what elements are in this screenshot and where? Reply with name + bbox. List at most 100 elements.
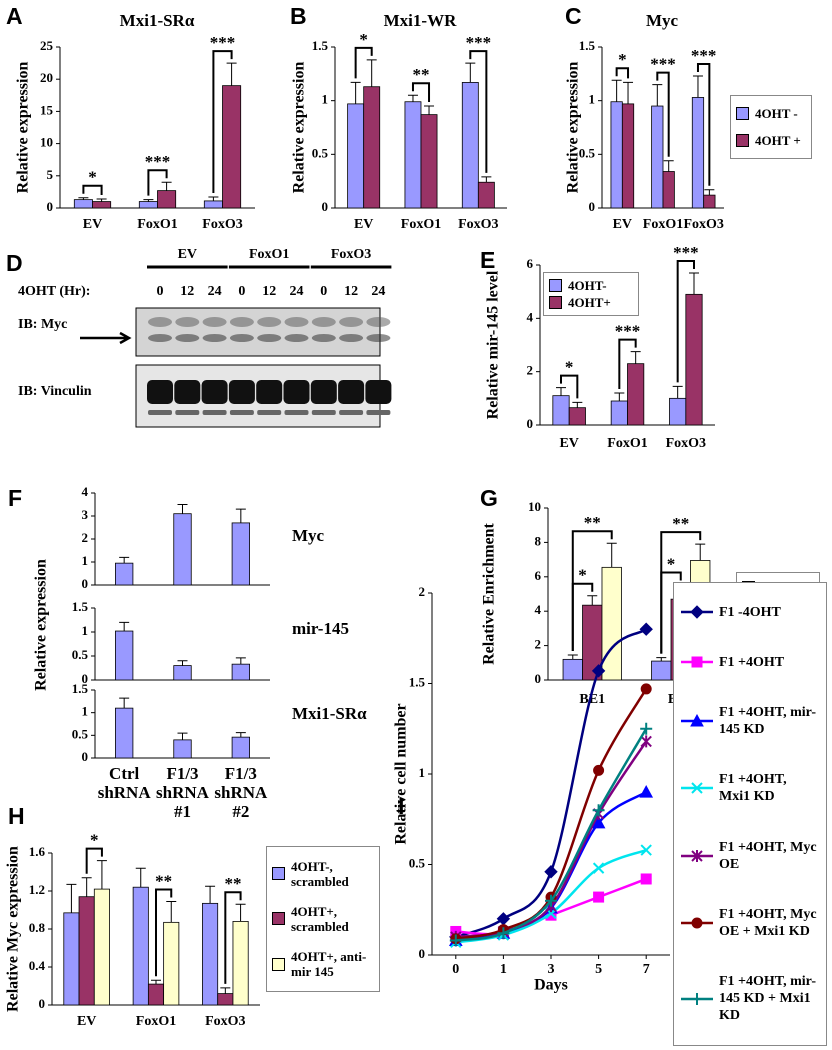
error-bar	[81, 877, 92, 897]
blot-band	[257, 317, 282, 327]
bar	[147, 983, 165, 1006]
error-bar	[567, 654, 578, 660]
x-tick-label: FoxO3	[666, 436, 706, 451]
bar	[627, 363, 645, 426]
y-tick-label: 0.5	[312, 145, 329, 160]
blot-band	[148, 334, 172, 342]
legend: F1 -4OHT F1 +4OHT F1 +4OHT, mir-145 KD F1 +…	[673, 582, 827, 1046]
significance-bracket	[212, 50, 233, 194]
error-bar	[78, 197, 89, 200]
y-tick-label: 1	[322, 92, 329, 107]
legend-swatch	[272, 912, 285, 926]
hour-label: 12	[344, 284, 358, 299]
error-bar	[606, 542, 617, 568]
y-tick-label: 0.5	[579, 145, 596, 160]
marker	[496, 912, 511, 926]
error-bar	[205, 885, 216, 904]
error-bar	[119, 697, 130, 709]
y-tick-label: 1	[82, 553, 89, 568]
marker	[449, 934, 462, 947]
blot-band	[366, 317, 391, 327]
bar	[651, 105, 664, 209]
blot-band	[365, 380, 392, 404]
significance-bracket	[155, 888, 173, 977]
y-tick-label: 2	[82, 530, 89, 545]
legend-entry: 4OHT+, anti-mir 145	[272, 949, 374, 979]
row-label: IB: Vinculin	[18, 384, 92, 399]
y-tick-label: 0	[322, 199, 329, 214]
error-bar	[630, 351, 641, 364]
x-tick-label: F1/3 shRNA #2	[214, 764, 268, 821]
bar	[232, 921, 249, 1006]
bar	[115, 562, 134, 586]
significance-bracket	[696, 62, 711, 186]
marker	[639, 622, 653, 636]
hour-label: 24	[290, 284, 304, 299]
error-bar	[366, 59, 377, 87]
bar	[610, 101, 623, 209]
y-tick-label: 0	[589, 199, 596, 214]
significance-bracket	[469, 50, 488, 173]
legend-entry: 4OHT +	[736, 133, 806, 148]
bar	[63, 912, 80, 1006]
blot-band	[284, 317, 309, 327]
hour-label: 24	[371, 284, 385, 299]
significance-label: *	[667, 554, 676, 573]
panel-letter: F	[8, 485, 22, 511]
x-tick-label: FoxO1	[643, 217, 683, 232]
blot-band	[256, 380, 283, 404]
y-tick-label: 1.5	[72, 599, 89, 614]
bar	[669, 397, 687, 426]
blot-band	[311, 334, 336, 342]
legend-entry: F1 +4OHT, mir-145 KD	[679, 704, 821, 738]
marker	[592, 862, 605, 874]
group-label: FoxO1	[249, 247, 289, 262]
legend-entry: 4OHT+, scrambled	[272, 904, 374, 934]
y-tick-label: 0.4	[29, 958, 46, 973]
bar	[138, 201, 158, 209]
panel-letter: I	[398, 793, 404, 819]
y-tick-label: 0	[39, 996, 46, 1011]
error-bar	[66, 883, 77, 913]
group-label: EV	[178, 247, 197, 262]
y-tick-label: 1.6	[29, 844, 46, 859]
hour-label: 0	[320, 284, 327, 299]
y-tick-label: 0	[419, 946, 426, 961]
x-tick-label: 1	[500, 962, 507, 977]
blot-band	[202, 410, 227, 415]
y-tick-label: 10	[528, 499, 541, 514]
marker	[640, 844, 652, 856]
series-line	[455, 728, 648, 942]
y-tick-label: 2	[527, 363, 534, 378]
legend-symbol	[681, 917, 713, 929]
bar	[347, 103, 365, 209]
y-tick-label: 2	[419, 584, 426, 599]
y-axis-label: Relative cell number	[393, 703, 410, 844]
error-bar	[96, 198, 107, 202]
legend: 4OHT-, scrambled 4OHT+, scrambled 4OHT+, a…	[266, 846, 380, 992]
blot-band	[202, 317, 227, 327]
marker	[544, 865, 558, 879]
marker	[591, 664, 606, 678]
blot-band	[257, 410, 282, 415]
blot-band	[283, 380, 310, 404]
significance-bracket	[656, 71, 670, 157]
significance-bracket	[147, 169, 168, 196]
y-tick-label: 0.5	[72, 647, 89, 662]
marker	[691, 992, 703, 1005]
legend-label: 4OHT+	[568, 295, 611, 310]
legend-label: F1 +4OHT, Myc OE	[719, 839, 817, 872]
blot-band	[228, 380, 255, 404]
error-bar	[119, 621, 130, 632]
error-bar	[166, 900, 177, 923]
significance-bracket	[676, 260, 695, 383]
marker	[690, 714, 704, 727]
significance-bracket	[660, 531, 702, 654]
bar	[202, 902, 219, 1006]
x-tick-label: F1/3 shRNA #1	[156, 764, 209, 821]
bar	[420, 114, 438, 209]
marker	[640, 683, 652, 695]
blot-band	[284, 334, 309, 342]
significance-bracket	[411, 82, 431, 103]
